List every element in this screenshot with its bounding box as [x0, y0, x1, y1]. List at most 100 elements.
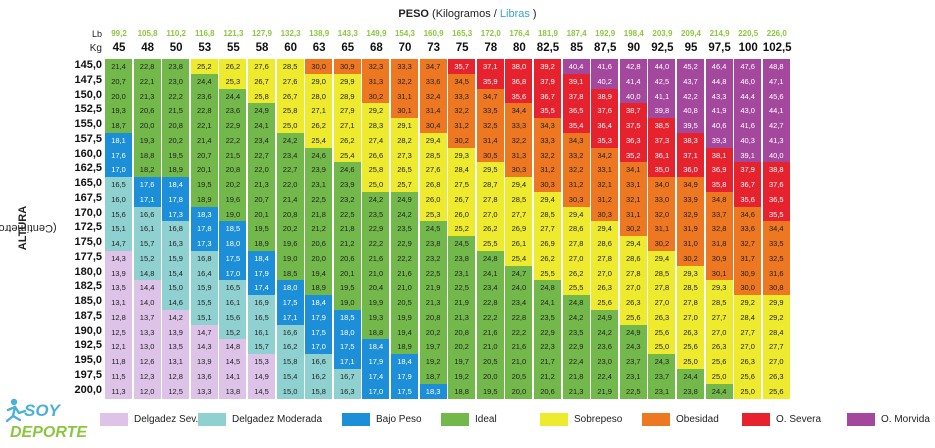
bmi-cell: 24,4 [677, 368, 704, 384]
kg-tick-label: 65 [341, 42, 355, 54]
bmi-cell: 15,1 [190, 309, 218, 325]
bmi-cell: 16,5 [105, 177, 132, 192]
bmi-cell: 34,6 [734, 206, 762, 222]
bmi-cell: 23,0 [162, 73, 190, 89]
bmi-cell: 20,2 [276, 221, 304, 237]
bmi-cell: 44,1 [762, 103, 790, 119]
kg-tick-label: 92,5 [651, 42, 674, 54]
bmi-cell: 16,6 [276, 324, 304, 340]
bmi-cell: 21,0 [505, 354, 533, 369]
height-label: 190,0 [74, 324, 102, 337]
legend-swatch [540, 413, 568, 426]
bmi-cell: 26,7 [276, 88, 304, 104]
bmi-cell: 14,1 [219, 368, 247, 384]
bmi-cell: 12,8 [105, 309, 132, 325]
bmi-cell: 15,8 [276, 354, 304, 369]
bmi-cell: 20,7 [105, 73, 132, 89]
bmi-cell: 28,5 [276, 59, 304, 74]
bmi-cell: 18,8 [362, 324, 390, 340]
bmi-cell: 15,4 [276, 368, 304, 384]
bmi-cell: 44,4 [734, 88, 762, 104]
bmi-cell: 20,0 [505, 383, 533, 399]
bmi-cell: 25,3 [219, 73, 247, 89]
bmi-cell: 38,5 [648, 118, 676, 133]
bmi-cell: 31,1 [619, 206, 647, 222]
bmi-cell: 37,8 [562, 88, 590, 104]
bmi-cell: 24,9 [619, 324, 647, 340]
bmi-cell: 29,4 [648, 250, 676, 266]
bmi-cell: 15,1 [105, 221, 132, 237]
bmi-cell: 24,6 [305, 147, 333, 163]
bmi-cell: 30,0 [734, 280, 762, 296]
bmi-cell: 13,1 [105, 295, 132, 310]
bmi-cell: 20,5 [505, 368, 533, 384]
bmi-cell: 27,8 [619, 265, 647, 281]
legend-label: Sobrepeso [574, 414, 623, 425]
bmi-cell: 31,4 [419, 103, 447, 119]
bmi-cell: 17,3 [190, 236, 218, 251]
bmi-cell: 19,6 [219, 191, 247, 207]
bmi-cell: 19,5 [476, 383, 504, 399]
bmi-cell: 28,9 [333, 88, 361, 104]
bmi-cell: 40,0 [619, 88, 647, 104]
bmi-cell: 21,4 [190, 132, 218, 148]
bmi-cell: 45,2 [677, 59, 704, 74]
bmi-cell: 22,4 [591, 368, 619, 384]
bmi-cell: 24,9 [248, 103, 275, 119]
bmi-cell: 31,2 [562, 177, 590, 192]
kg-tick-label: 82,5 [536, 42, 560, 54]
bmi-cell: 17,5 [391, 383, 418, 399]
bmi-cell: 18,3 [190, 206, 218, 222]
bmi-cell: 15,0 [162, 280, 190, 296]
bmi-cell: 24,3 [648, 354, 676, 369]
bmi-cell: 39,3 [705, 132, 733, 148]
bmi-cell: 26,2 [562, 265, 590, 281]
bmi-cell: 22,9 [219, 118, 247, 133]
bmi-cell: 31,7 [734, 250, 762, 266]
bmi-cell: 27,7 [705, 309, 733, 325]
height-label: 167,5 [74, 191, 102, 204]
bmi-cell: 18,3 [419, 383, 447, 399]
bmi-cell: 22,8 [133, 59, 161, 74]
bmi-cell: 24,2 [391, 206, 418, 222]
lb-tick-label: 116,8 [195, 29, 215, 38]
bmi-cell: 33,1 [619, 177, 647, 192]
bmi-cell: 25,5 [562, 280, 590, 296]
bmi-cell: 15,6 [105, 206, 132, 222]
bmi-cell: 22,3 [534, 339, 561, 355]
bmi-cell: 26,8 [419, 177, 447, 192]
bmi-cell: 24,6 [333, 162, 361, 178]
bmi-cell: 17,9 [248, 265, 275, 281]
bmi-cell: 20,5 [476, 354, 504, 369]
bmi-cell: 18,9 [162, 162, 190, 178]
bmi-cell: 34,7 [476, 88, 504, 104]
bmi-cell: 21,5 [219, 147, 247, 163]
legend-label: Delgadez Moderada [232, 414, 323, 425]
bmi-cell: 33,7 [705, 206, 733, 222]
bmi-cell: 32,2 [391, 73, 418, 89]
bmi-cell: 30,0 [305, 59, 333, 74]
bmi-cell: 27,8 [648, 280, 676, 296]
bmi-cell: 25,6 [677, 339, 704, 355]
bmi-cell: 23,2 [419, 250, 447, 266]
bmi-cell: 18,2 [133, 162, 161, 178]
bmi-cell: 31,1 [648, 221, 676, 237]
bmi-cell: 14,8 [133, 265, 161, 281]
bmi-cell: 21,4 [105, 59, 132, 74]
bmi-cell: 34,5 [448, 73, 476, 89]
kg-tick-label: 87,5 [593, 42, 617, 54]
kg-tick-label: 73 [427, 42, 440, 54]
bmi-cell: 22,8 [190, 103, 218, 119]
bmi-cell: 41,4 [619, 73, 647, 89]
height-label: 170,0 [74, 206, 102, 219]
bmi-cell: 31,2 [591, 191, 619, 207]
bmi-cell: 27,7 [534, 221, 561, 237]
bmi-cell: 31,2 [448, 118, 476, 133]
title-libras: Libras [499, 8, 530, 20]
bmi-cell: 14,7 [190, 324, 218, 340]
bmi-cell: 41,3 [762, 132, 790, 148]
bmi-cell: 23,5 [391, 221, 418, 237]
bmi-cell: 18,9 [305, 280, 333, 296]
bmi-cell: 16,2 [305, 368, 333, 384]
bmi-cell: 24,5 [448, 236, 476, 251]
